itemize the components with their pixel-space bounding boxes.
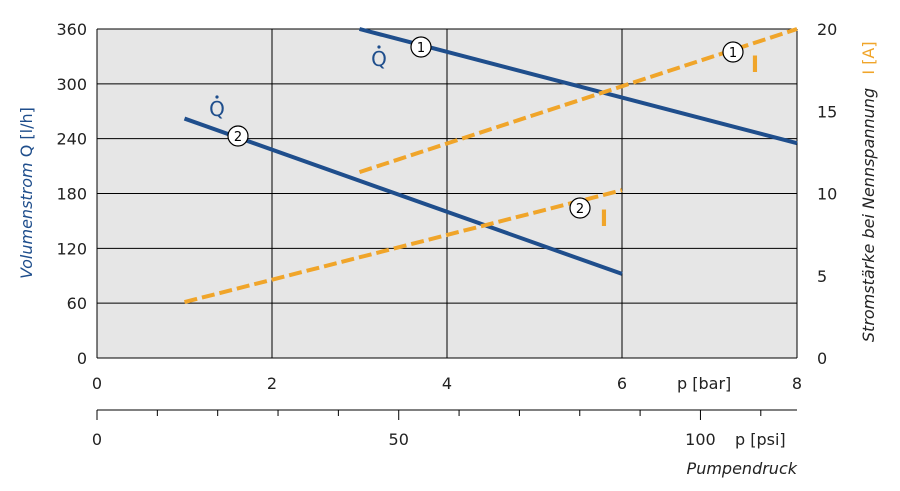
current-label-1: I [751, 53, 759, 78]
left-axis-title: Volumenstrom Q [l/h] [17, 107, 36, 279]
psi-tick-label: 0 [92, 430, 102, 449]
flow-line-1 [358, 27, 798, 146]
psi-axis-unit-label: p [psi] [735, 430, 786, 449]
left-tick-label: 60 [67, 294, 87, 313]
marker-circle-1-current-number: 1 [729, 46, 737, 61]
flow-label-1: Q [371, 47, 387, 71]
flow-line-2 [183, 116, 623, 276]
right-tick-label: 20 [817, 20, 837, 39]
marker-circle-2-flow-number: 2 [234, 130, 242, 145]
x-tick-label: 4 [442, 374, 452, 393]
left-tick-label: 360 [56, 20, 87, 39]
marker-circle-2-flow [227, 125, 249, 147]
right-tick-label: 10 [817, 185, 837, 204]
right-tick-label: 0 [817, 349, 827, 368]
left-tick-label: 0 [77, 349, 87, 368]
right-tick-label: 15 [817, 102, 837, 121]
current-label-2: I [600, 207, 608, 232]
flow-label-1-dot [377, 45, 381, 49]
left-tick-label: 120 [56, 239, 87, 258]
marker-circle-1-flow-number: 1 [417, 41, 425, 56]
left-tick-label: 240 [56, 130, 87, 149]
marker-circle-1-current [722, 41, 744, 63]
marker-circle-2-current-number: 2 [576, 202, 584, 217]
right-axis-unit: I [A] [859, 41, 878, 74]
x-axis-unit-label: p [bar] [677, 374, 731, 393]
marker-circle-1-flow [410, 36, 432, 58]
current-line-2 [184, 188, 623, 305]
left-tick-label: 180 [56, 185, 87, 204]
right-axis-title: Stromstärke bei Nennspannung [859, 88, 878, 342]
left-tick-label: 300 [56, 75, 87, 94]
psi-tick-label: 50 [389, 430, 409, 449]
x-tick-label: 2 [267, 374, 277, 393]
x-tick-label: 6 [617, 374, 627, 393]
flow-label-2-dot [215, 95, 219, 99]
marker-circle-2-current [569, 197, 591, 219]
footer-label: Pumpendruck [687, 459, 798, 478]
psi-tick-label: 100 [685, 430, 716, 449]
x-tick-label: 8 [792, 374, 802, 393]
right-tick-label: 5 [817, 267, 827, 286]
x-tick-label: 0 [92, 374, 102, 393]
flow-label-2: Q [209, 97, 225, 121]
